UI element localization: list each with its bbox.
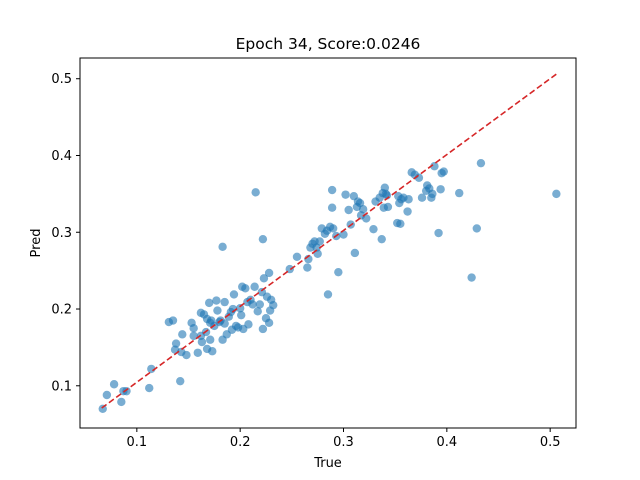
data-point bbox=[178, 330, 187, 339]
x-tick-label: 0.1 bbox=[126, 435, 147, 450]
data-point bbox=[117, 397, 126, 407]
y-tick-label: 0.2 bbox=[51, 303, 72, 318]
data-point bbox=[213, 306, 222, 315]
data-point bbox=[193, 348, 202, 357]
data-point bbox=[369, 224, 378, 234]
reference-line bbox=[101, 73, 557, 409]
x-tick-label: 0.5 bbox=[540, 435, 561, 450]
x-tick-label: 0.3 bbox=[333, 435, 354, 450]
data-point bbox=[208, 347, 217, 356]
data-point bbox=[303, 263, 312, 272]
data-point bbox=[220, 319, 229, 328]
chart-title: Epoch 34, Score:0.0246 bbox=[236, 35, 421, 53]
x-axis-ticks: 0.1 0.2 0.3 0.4 0.5 bbox=[126, 428, 561, 450]
y-tick-label: 0.4 bbox=[51, 149, 72, 164]
y-tick-label: 0.3 bbox=[51, 226, 72, 241]
x-tick-label: 0.4 bbox=[436, 435, 457, 450]
data-point bbox=[259, 274, 269, 283]
data-point bbox=[264, 318, 274, 328]
data-point bbox=[250, 282, 259, 291]
data-point bbox=[552, 189, 561, 199]
data-point bbox=[341, 190, 350, 199]
data-point bbox=[253, 307, 262, 316]
data-point bbox=[182, 350, 191, 360]
data-point bbox=[212, 296, 221, 305]
data-point bbox=[248, 300, 257, 309]
data-point bbox=[417, 193, 427, 202]
data-point bbox=[327, 185, 337, 195]
data-point bbox=[467, 273, 476, 282]
data-point bbox=[206, 335, 215, 344]
points-layer bbox=[98, 158, 561, 414]
data-point bbox=[258, 234, 268, 244]
y-axis-ticks: 0.1 0.2 0.3 0.4 0.5 bbox=[51, 72, 80, 394]
data-point bbox=[403, 207, 412, 216]
data-point bbox=[171, 339, 181, 348]
data-point bbox=[350, 248, 360, 258]
data-point bbox=[235, 304, 245, 313]
data-point bbox=[455, 188, 464, 198]
data-point bbox=[377, 234, 386, 244]
data-point bbox=[323, 290, 333, 299]
data-point bbox=[220, 297, 229, 307]
data-point bbox=[102, 390, 112, 400]
data-point bbox=[315, 237, 324, 246]
data-point bbox=[334, 267, 343, 277]
data-point bbox=[327, 203, 337, 212]
data-point bbox=[228, 304, 238, 314]
data-point bbox=[176, 376, 185, 386]
y-tick-label: 0.1 bbox=[51, 379, 72, 394]
reference-line-layer bbox=[101, 73, 557, 409]
data-point bbox=[358, 205, 368, 214]
data-point bbox=[255, 300, 264, 309]
data-point bbox=[439, 167, 448, 176]
data-point bbox=[328, 224, 338, 233]
data-point bbox=[204, 298, 214, 308]
data-point bbox=[396, 219, 405, 229]
data-point bbox=[383, 202, 393, 212]
data-point bbox=[258, 324, 268, 334]
data-point bbox=[476, 158, 486, 168]
data-point bbox=[229, 290, 239, 299]
data-point bbox=[404, 195, 413, 204]
y-tick-label: 0.5 bbox=[51, 72, 72, 87]
data-point bbox=[269, 300, 278, 310]
data-point bbox=[197, 337, 207, 347]
data-point bbox=[430, 162, 439, 171]
data-point bbox=[244, 320, 253, 329]
data-point bbox=[241, 284, 250, 293]
data-point bbox=[145, 383, 154, 393]
data-point bbox=[168, 316, 178, 325]
data-point bbox=[339, 230, 348, 239]
data-point bbox=[362, 214, 371, 223]
data-point bbox=[251, 188, 260, 197]
y-axis-label: Pred bbox=[29, 229, 44, 258]
data-point bbox=[237, 310, 246, 320]
data-point bbox=[218, 242, 227, 252]
data-point bbox=[428, 189, 437, 199]
plot-frame bbox=[79, 57, 577, 429]
data-point bbox=[189, 324, 198, 333]
data-point bbox=[264, 268, 274, 278]
data-point bbox=[436, 185, 445, 194]
data-point bbox=[109, 380, 119, 389]
data-point bbox=[344, 205, 353, 215]
data-point bbox=[472, 224, 481, 233]
x-axis-label: True bbox=[313, 456, 342, 471]
x-tick-label: 0.2 bbox=[230, 435, 251, 450]
data-point bbox=[434, 228, 443, 238]
data-point bbox=[292, 252, 302, 262]
